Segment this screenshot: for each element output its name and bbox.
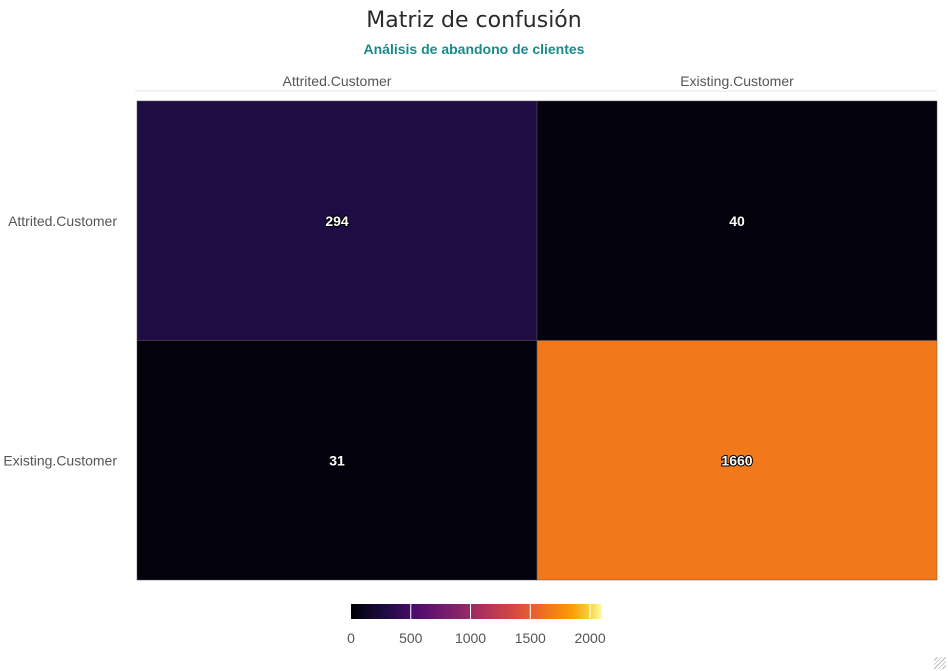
column-label: Existing.Customer: [680, 73, 794, 89]
heatmap-cell: [136, 340, 538, 581]
chart-subtitle: Análisis de abandono de clientes: [363, 41, 585, 57]
chart-title: Matriz de confusión: [366, 8, 582, 33]
cell-value-label: 294: [325, 213, 349, 229]
resize-handle[interactable]: [934, 657, 946, 669]
colorbar-tick-label: 1000: [455, 630, 486, 646]
color-legend: 0 500 1000 1500 2000: [347, 604, 606, 646]
row-label: Existing.Customer: [3, 452, 117, 468]
heatmap-cell: [536, 100, 938, 341]
cell-value-label: 1660: [721, 452, 752, 468]
colorbar-tick-label: 1500: [515, 630, 546, 646]
heatmap-axes: Attrited.Customer Existing.Customer Attrit…: [3, 73, 937, 468]
heatmap-labels: 294 40 31 1660: [324, 212, 753, 470]
row-label: Attrited.Customer: [8, 213, 117, 229]
cell-value-label: 40: [729, 213, 745, 229]
colorbar-tick-label: 500: [399, 630, 423, 646]
column-label: Attrited.Customer: [283, 73, 392, 89]
cell-value-label: 31: [329, 452, 345, 468]
colorbar-tick-label: 2000: [574, 630, 605, 646]
colorbar-tick-label: 0: [347, 630, 355, 646]
heatmap-cells: [136, 100, 938, 581]
colorbar: [351, 604, 602, 619]
heatmap-cell: [136, 100, 538, 341]
heatmap-cell: [536, 340, 938, 581]
